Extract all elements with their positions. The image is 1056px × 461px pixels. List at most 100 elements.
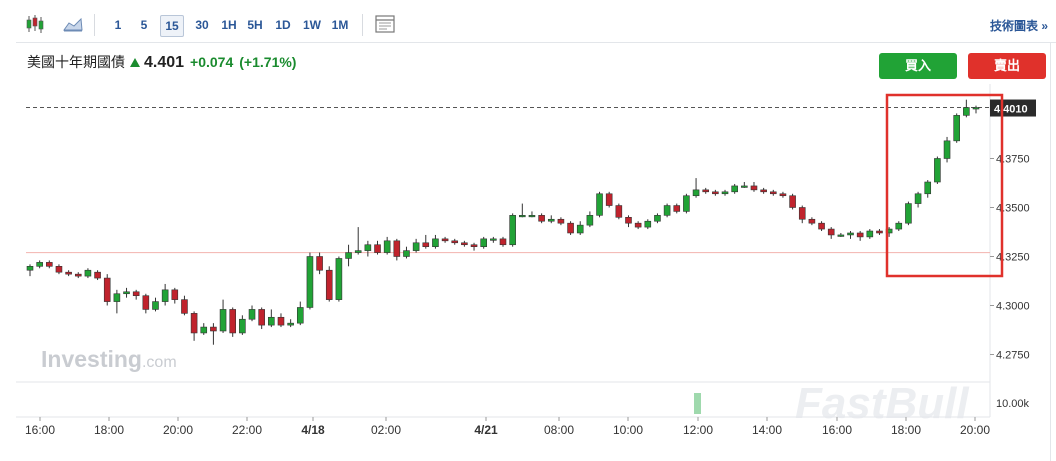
candle[interactable]: [547, 218, 555, 222]
candle[interactable]: [441, 238, 449, 242]
candle[interactable]: [36, 262, 43, 267]
candle[interactable]: [461, 242, 468, 246]
candle[interactable]: [818, 222, 825, 230]
candle[interactable]: [84, 269, 92, 277]
candle[interactable]: [113, 293, 121, 302]
interval-1w[interactable]: 1W: [303, 18, 321, 32]
candle[interactable]: [943, 140, 951, 159]
candle[interactable]: [26, 266, 34, 271]
candle[interactable]: [557, 218, 565, 224]
candle[interactable]: [383, 240, 391, 253]
candle[interactable]: [876, 230, 883, 234]
candle[interactable]: [895, 222, 903, 230]
candle[interactable]: [65, 271, 72, 275]
candle[interactable]: [634, 222, 642, 228]
candle[interactable]: [354, 250, 362, 253]
candle[interactable]: [721, 191, 729, 195]
candle[interactable]: [644, 220, 652, 228]
candle[interactable]: [306, 256, 314, 308]
candle[interactable]: [586, 215, 594, 226]
candle[interactable]: [953, 115, 960, 142]
sell-button[interactable]: 賣出: [968, 53, 1046, 79]
candle[interactable]: [905, 203, 912, 224]
candle[interactable]: [750, 185, 758, 191]
candle[interactable]: [132, 291, 140, 297]
candle[interactable]: [683, 195, 690, 212]
area-chart-type-icon[interactable]: [62, 13, 84, 35]
candle[interactable]: [808, 218, 816, 224]
candle[interactable]: [615, 205, 623, 218]
candle[interactable]: [123, 291, 130, 295]
candle[interactable]: [567, 222, 574, 234]
candle[interactable]: [625, 216, 632, 224]
candle[interactable]: [374, 244, 381, 253]
candle[interactable]: [963, 107, 970, 116]
candle[interactable]: [190, 313, 198, 334]
candlestick-type-icon[interactable]: [24, 13, 46, 35]
candle[interactable]: [654, 215, 661, 222]
candle[interactable]: [827, 228, 835, 236]
candle[interactable]: [663, 205, 671, 216]
buy-button[interactable]: 買入: [879, 53, 957, 79]
candle[interactable]: [605, 193, 613, 206]
candle[interactable]: [596, 193, 603, 216]
candle[interactable]: [161, 289, 169, 302]
candle[interactable]: [412, 242, 420, 251]
candle[interactable]: [576, 224, 584, 234]
candle[interactable]: [509, 215, 516, 246]
interval-15[interactable]: 15: [160, 15, 184, 37]
candle[interactable]: [94, 271, 101, 279]
candle[interactable]: [731, 185, 738, 193]
candle[interactable]: [325, 269, 333, 300]
candle[interactable]: [258, 309, 265, 326]
candle[interactable]: [152, 301, 159, 310]
candle[interactable]: [103, 277, 111, 302]
candle[interactable]: [403, 250, 410, 257]
candle[interactable]: [480, 238, 487, 248]
candle[interactable]: [528, 215, 536, 218]
candle[interactable]: [219, 309, 227, 332]
interval-1m[interactable]: 1M: [331, 18, 349, 32]
candle[interactable]: [55, 266, 63, 273]
candle[interactable]: [296, 307, 304, 324]
candle[interactable]: [210, 326, 217, 332]
candle[interactable]: [789, 195, 796, 208]
candle[interactable]: [866, 230, 874, 238]
candle[interactable]: [277, 316, 285, 326]
candle[interactable]: [760, 189, 767, 193]
candle[interactable]: [779, 193, 787, 197]
candle[interactable]: [393, 240, 401, 257]
candle[interactable]: [490, 238, 497, 241]
interval-5[interactable]: 5: [140, 18, 148, 32]
interval-1h[interactable]: 1H: [221, 18, 237, 32]
candle[interactable]: [499, 238, 507, 246]
candle[interactable]: [345, 252, 352, 259]
candle[interactable]: [142, 295, 150, 310]
technical-chart-link[interactable]: 技術圖表 »: [989, 19, 1048, 33]
candle[interactable]: [798, 207, 806, 220]
candle[interactable]: [364, 244, 372, 251]
candle[interactable]: [673, 205, 681, 212]
indicators-icon[interactable]: [374, 13, 396, 35]
candle[interactable]: [248, 309, 256, 320]
candle[interactable]: [856, 232, 864, 238]
interval-30[interactable]: 30: [195, 18, 209, 32]
candle[interactable]: [914, 193, 922, 204]
candle[interactable]: [692, 189, 700, 197]
candle[interactable]: [837, 234, 845, 237]
candle[interactable]: [422, 242, 430, 248]
candle[interactable]: [934, 158, 941, 183]
candle[interactable]: [470, 244, 478, 248]
candle[interactable]: [74, 273, 82, 277]
interval-1[interactable]: 1: [114, 18, 122, 32]
candle[interactable]: [451, 240, 459, 244]
candle[interactable]: [287, 322, 294, 326]
candle[interactable]: [702, 189, 710, 193]
interval-1d[interactable]: 1D: [275, 18, 291, 32]
candle[interactable]: [181, 299, 188, 314]
candle[interactable]: [200, 326, 208, 334]
candle[interactable]: [924, 181, 932, 195]
candle[interactable]: [972, 107, 980, 110]
candle[interactable]: [847, 232, 854, 236]
